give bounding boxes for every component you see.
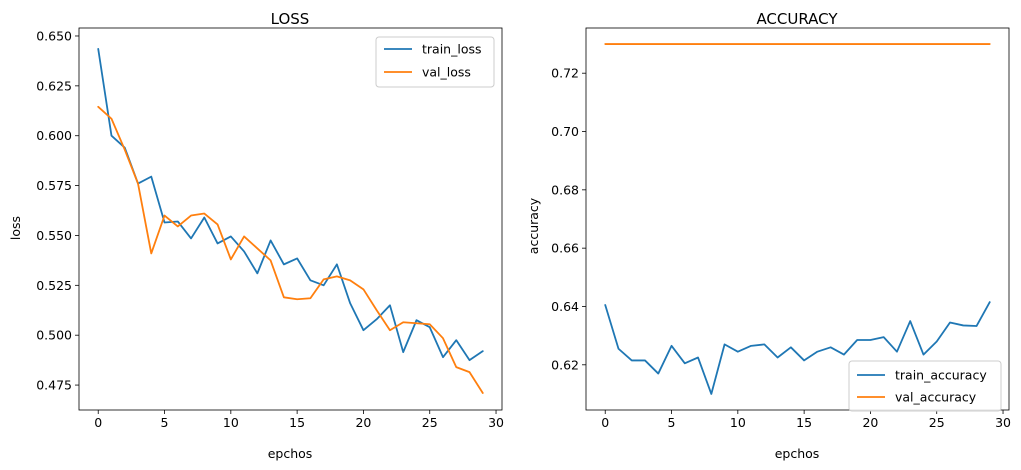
accuracy-x-tick-label: 30: [995, 415, 1011, 430]
accuracy-x-tick-label: 10: [730, 415, 746, 430]
accuracy-plot-frame: [585, 27, 1010, 411]
loss-y-tick-label: 0.525: [36, 278, 72, 293]
loss-y-tick-label: 0.625: [36, 78, 72, 93]
loss-chart-panel: LOSS epchos loss 0 5 10 15 20 25 300.4750.5000…: [8, 10, 504, 461]
loss-x-tick-label: 15: [289, 415, 305, 430]
accuracy-y-tick-label: 0.68: [551, 182, 579, 197]
accuracy-series-layer: [604, 43, 991, 395]
series-line-val-loss: [97, 105, 484, 394]
loss-x-tick-label: 30: [488, 415, 504, 430]
accuracy-chart-panel: ACCURACY epchos accuracy 0 5 10 15 20 25 30 0.6…: [526, 10, 1011, 461]
loss-y-tick-label: 0.475: [36, 378, 72, 393]
loss-y-tick-label: 0.600: [36, 128, 72, 143]
accuracy-x-tick-label: 20: [862, 415, 878, 430]
series-line-train-accuracy: [604, 301, 991, 395]
loss-x-tick-label: 5: [161, 415, 169, 430]
legend-label-train-loss: train_loss: [422, 42, 482, 57]
accuracy-y-axis-label: accuracy: [526, 197, 541, 254]
accuracy-y-tick-label: 0.62: [551, 357, 579, 372]
loss-series-layer: [97, 48, 484, 394]
loss-y-tick-label: 0.650: [36, 28, 72, 43]
legend-label-val-accuracy: val_accuracy: [895, 390, 977, 405]
accuracy-x-tick-label: 5: [668, 415, 676, 430]
loss-x-tick-label: 25: [422, 415, 438, 430]
loss-plot-frame: [78, 27, 503, 411]
loss-y-tick-label: 0.550: [36, 228, 72, 243]
accuracy-y-tick-label: 0.66: [551, 241, 579, 256]
legend-label-train-accuracy: train_accuracy: [895, 368, 987, 383]
legend-label-val-loss: val_loss: [422, 65, 471, 80]
accuracy-x-axis-label: epchos: [775, 446, 820, 461]
accuracy-tick-layer: 0 5 10 15 20 25 30 0.62 0.64 0.66 0.68 0.70 0.72: [551, 66, 1011, 430]
loss-y-tick-label: 0.500: [36, 328, 72, 343]
accuracy-y-tick-label: 0.70: [551, 124, 579, 139]
loss-tick-layer: 0 5 10 15 20 25 30 0.475 0.500 0.525 0.550 0.575 0.6…: [36, 28, 504, 430]
accuracy-x-tick-label: 25: [929, 415, 945, 430]
loss-legend: train_loss val_loss: [375, 36, 495, 88]
loss-y-axis-label: loss: [8, 216, 23, 240]
accuracy-chart-title: ACCURACY: [756, 10, 838, 28]
loss-y-tick-label: 0.575: [36, 178, 72, 193]
accuracy-y-tick-label: 0.72: [551, 66, 579, 81]
accuracy-y-tick-label: 0.64: [551, 299, 579, 314]
series-line-train-loss: [97, 48, 484, 362]
loss-x-tick-label: 20: [355, 415, 371, 430]
accuracy-x-tick-label: 15: [796, 415, 812, 430]
accuracy-x-tick-label: 0: [601, 415, 609, 430]
accuracy-legend: train_accuracy val_accuracy: [848, 360, 1002, 412]
loss-chart-title: LOSS: [271, 10, 310, 28]
loss-x-tick-label: 10: [223, 415, 239, 430]
loss-x-tick-label: 0: [94, 415, 102, 430]
loss-x-axis-label: epchos: [268, 446, 313, 461]
